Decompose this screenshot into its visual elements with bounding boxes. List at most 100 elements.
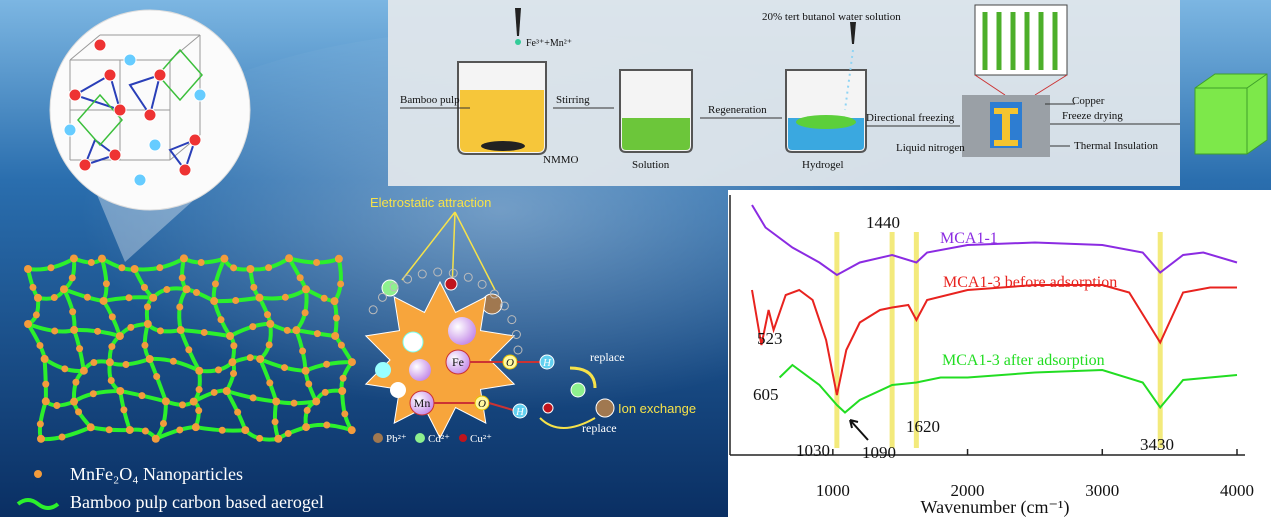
peak-label: 523 (757, 329, 783, 348)
spectrum-line (751, 204, 1238, 277)
exchange-arrow (539, 417, 596, 429)
nanoparticle (241, 426, 250, 435)
nanoparticle (169, 357, 177, 365)
mechanism: Eletrostatic attraction Fe Mn O H O H re… (364, 195, 696, 445)
nanoparticle (230, 264, 238, 272)
nanoparticle (99, 296, 108, 305)
mold (974, 4, 1068, 76)
aerogel-cube (1194, 73, 1268, 155)
nanoparticle (228, 358, 237, 367)
drops (844, 49, 854, 111)
atom (375, 362, 391, 378)
step-label: Stirring (556, 94, 590, 106)
x-tick-label: 3000 (1085, 481, 1119, 500)
dropper (515, 8, 521, 36)
nanoparticle (29, 283, 37, 291)
nanoparticle (266, 379, 274, 387)
nanoparticle (249, 394, 257, 402)
nanoparticle (211, 280, 219, 288)
charge (377, 292, 387, 302)
nanoparticle (24, 265, 32, 273)
nanoparticle (246, 264, 255, 273)
nanoparticle (264, 311, 272, 319)
apparatus-label: Copper (1072, 95, 1105, 107)
nanoparticle (105, 426, 113, 434)
nanoparticle (313, 259, 321, 267)
nanoparticle (292, 326, 301, 335)
nanoparticle (266, 319, 275, 328)
nanoparticle (330, 297, 339, 306)
nanoparticle (301, 309, 309, 317)
fibers (982, 12, 1058, 70)
atom (63, 123, 77, 137)
ion-label: Cd²⁺ (428, 433, 450, 445)
nanoparticle (72, 378, 80, 386)
legend-label: Bamboo pulp carbon based aerogel (70, 492, 324, 512)
nanoparticle (41, 397, 50, 406)
nanoparticle (301, 366, 310, 375)
drop (515, 39, 521, 45)
x-axis-label: Wavenumber (cm⁻¹) (921, 497, 1070, 517)
nanoparticle (53, 401, 61, 409)
stirrer (481, 141, 525, 151)
ion (570, 382, 586, 398)
nanoparticle (143, 319, 152, 328)
nanoparticle (339, 374, 347, 382)
nanoparticle (250, 283, 258, 291)
nanoparticle (86, 423, 95, 432)
spectrum-line (778, 363, 1238, 414)
atom (193, 88, 207, 102)
atom (143, 108, 157, 122)
nanoparticle (68, 274, 76, 282)
nanoparticle (285, 254, 294, 263)
atom (188, 133, 202, 147)
nanoparticle (284, 430, 292, 438)
nanoparticle (323, 360, 331, 368)
nanoparticle (90, 359, 98, 367)
peak-label: 1030 (796, 441, 830, 460)
nanoparticle (179, 254, 188, 263)
replace-label: replace (590, 350, 625, 364)
reagent: Fe³⁺+Mn²⁺ (526, 38, 572, 49)
atom (409, 359, 431, 381)
atom (148, 138, 162, 152)
nanoparticle (24, 320, 33, 329)
replace-label: replace (582, 421, 617, 435)
nanoparticle (332, 314, 340, 322)
nanoparticle (331, 331, 340, 340)
oxygen-label: O (506, 357, 514, 369)
replace-arrow (569, 366, 597, 389)
nanoparticle (70, 325, 79, 334)
step-label: Freeze drying (1062, 110, 1123, 122)
nanoparticle (61, 365, 69, 373)
ion-label: Pb²⁺ (386, 433, 407, 445)
nanoparticle (153, 373, 161, 381)
nanoparticle (299, 347, 307, 355)
atom (448, 317, 476, 345)
nanoparticle (47, 264, 55, 272)
peak-label: 1620 (906, 417, 940, 436)
nanoparticle (246, 354, 254, 362)
nanoparticle (185, 346, 193, 354)
nanoparticle (230, 370, 238, 378)
bond (488, 402, 514, 411)
peak-label: 3430 (1140, 435, 1174, 454)
copper (994, 108, 1018, 146)
charge (433, 267, 443, 277)
nanoparticle (108, 313, 116, 321)
charge (507, 315, 517, 325)
atom (68, 88, 82, 102)
legend-line (16, 498, 60, 510)
tetrahedron (72, 73, 122, 112)
atom (93, 38, 107, 52)
ion (542, 402, 554, 414)
hydrogen-label: H (515, 406, 525, 418)
legend-dot (34, 470, 42, 478)
nanoparticle (210, 297, 219, 306)
nanoparticle (320, 294, 328, 302)
nanoparticle (143, 303, 151, 311)
nanoparticle (191, 423, 200, 432)
nanoparticle (163, 286, 171, 294)
nanoparticle (210, 388, 218, 396)
nanoparticle (140, 283, 148, 291)
